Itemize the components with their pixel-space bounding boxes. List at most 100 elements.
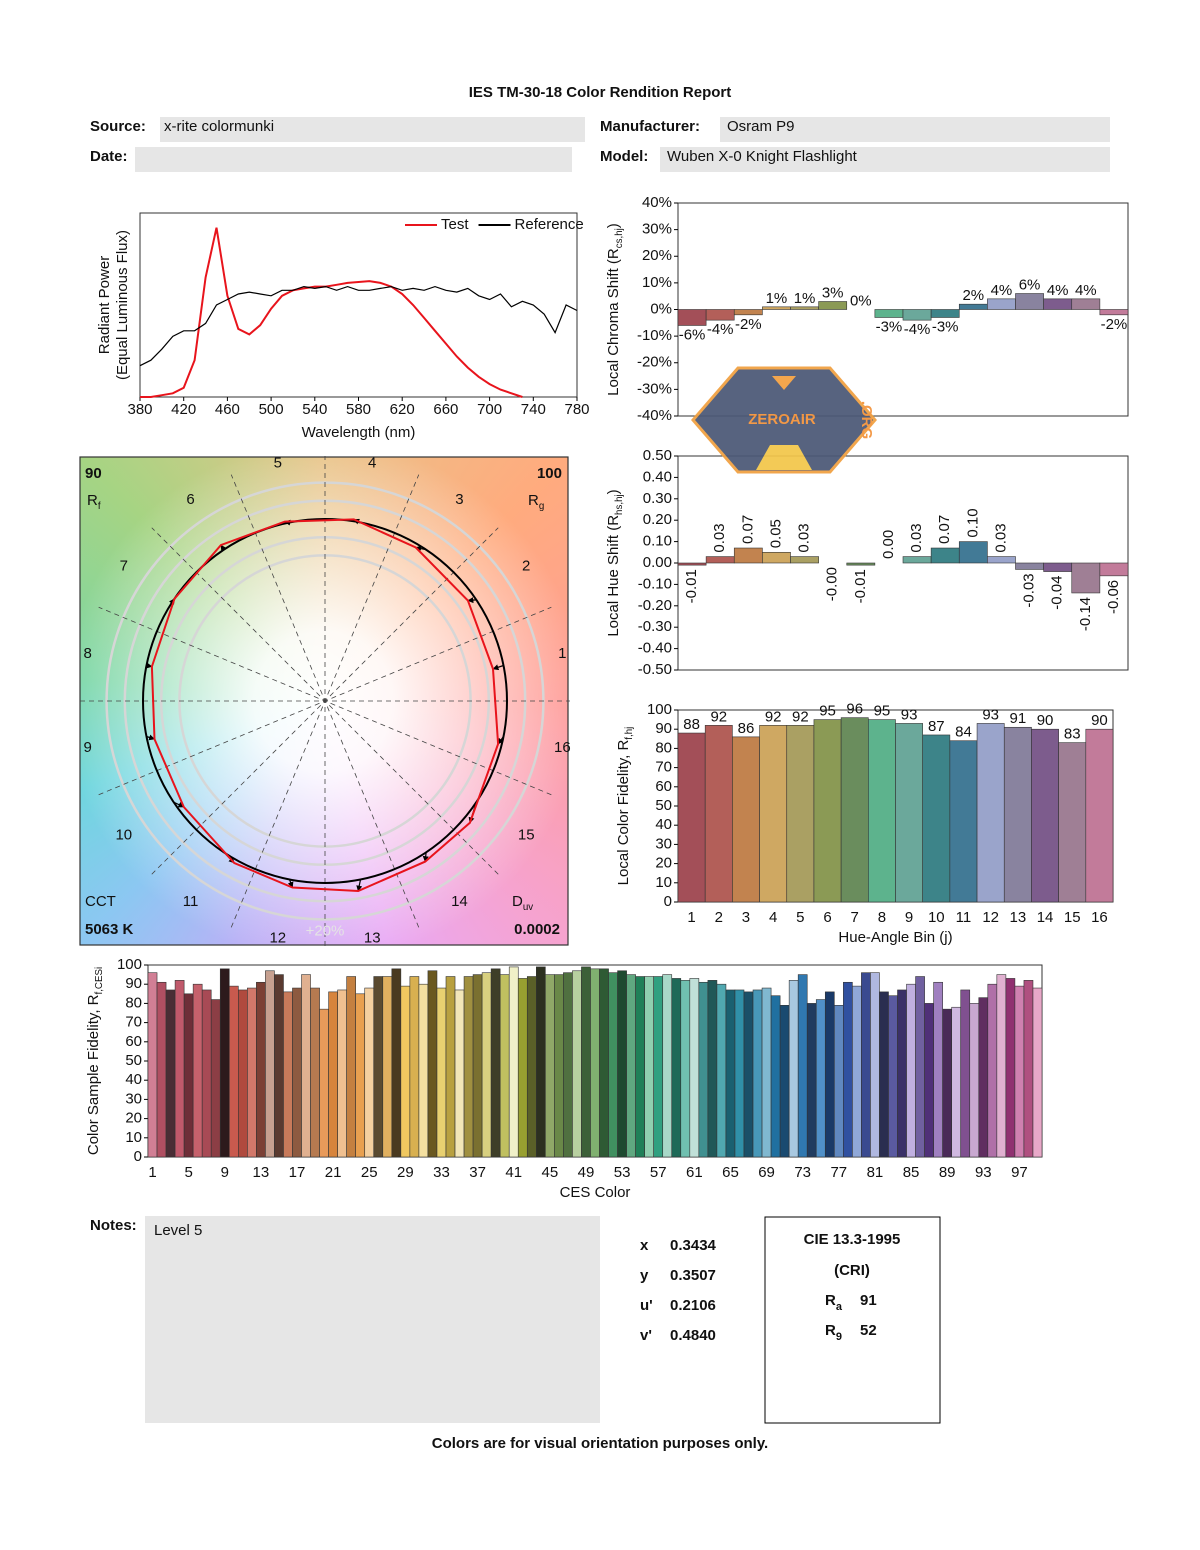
value-label: 0.03 xyxy=(711,523,728,552)
field-value: Osram P9 xyxy=(727,118,795,135)
y-axis-label-part: Local Chroma Shift (R xyxy=(605,248,622,396)
footer: Colors are for visual orientation purpos… xyxy=(432,1435,768,1452)
field-value: Wuben X-0 Knight Flashlight xyxy=(667,148,858,165)
bar xyxy=(824,991,835,1158)
cct-value: 5063 K xyxy=(85,921,134,938)
value-label: -0.00 xyxy=(824,567,841,601)
shift-arrow xyxy=(356,879,363,892)
value-label: 92 xyxy=(710,708,727,725)
x-tick-label: 57 xyxy=(650,1164,667,1181)
bar xyxy=(1071,298,1101,310)
cri-ra-label: Ra xyxy=(825,1292,843,1313)
x-tick-label: 2 xyxy=(715,909,723,926)
y-axis-label-part: Radiant Power xyxy=(96,256,113,354)
bar xyxy=(165,989,176,1158)
x-tick-label: 6 xyxy=(823,909,831,926)
shift-arrow xyxy=(287,879,294,889)
bin-label: 8 xyxy=(83,645,91,662)
watermark-icon xyxy=(772,376,796,390)
cri-title: CIE 13.3-1995 xyxy=(804,1231,901,1248)
bar xyxy=(759,725,788,903)
x-tick-label: 5 xyxy=(796,909,804,926)
bar xyxy=(409,976,420,1158)
y-tick-label: -10% xyxy=(637,327,672,344)
bar xyxy=(247,987,257,1158)
bar xyxy=(677,309,707,326)
bar xyxy=(536,966,546,1158)
value-label: -4% xyxy=(707,321,734,338)
value-label: -2% xyxy=(1101,316,1128,333)
y-tick-label: -0.30 xyxy=(638,618,672,635)
bar xyxy=(942,1008,952,1158)
bin-label: 13 xyxy=(364,929,381,946)
bar xyxy=(436,987,447,1158)
notes-text: Level 5 xyxy=(154,1222,202,1239)
bar xyxy=(156,981,167,1158)
bar xyxy=(987,983,998,1158)
bar xyxy=(949,740,978,903)
value-label: 2% xyxy=(962,287,984,304)
bar xyxy=(1085,728,1114,903)
y-tick-label: 40% xyxy=(642,194,672,211)
bar xyxy=(192,983,203,1158)
x-tick-label: 1 xyxy=(687,909,695,926)
bar xyxy=(210,999,221,1158)
bar xyxy=(734,989,745,1158)
y-tick-label: -0.40 xyxy=(638,640,672,657)
y-tick-label: 80 xyxy=(125,994,142,1011)
bar xyxy=(1043,562,1073,572)
ring-label: +20% xyxy=(306,922,345,939)
test-polygon xyxy=(150,518,500,893)
x-tick-label: 15 xyxy=(1064,909,1081,926)
bar xyxy=(174,980,185,1158)
bar xyxy=(1005,978,1016,1158)
duv-value-part: 0.0002 xyxy=(514,921,560,938)
bar xyxy=(818,301,848,310)
value-label: 92 xyxy=(792,708,809,725)
x-tick-label: 1 xyxy=(148,1164,156,1181)
rf-value: 90 xyxy=(85,465,102,482)
bar xyxy=(852,985,862,1158)
bar xyxy=(626,974,636,1158)
bar xyxy=(733,309,763,316)
bar xyxy=(716,983,727,1158)
cri-box xyxy=(764,1216,941,1424)
colorimetry-label: u' xyxy=(640,1297,653,1314)
bar xyxy=(355,993,366,1158)
y-tick-label: 0.20 xyxy=(643,511,672,528)
value-label: -6% xyxy=(679,326,706,343)
bar xyxy=(790,306,819,310)
bar xyxy=(274,974,284,1158)
value-label: 0.03 xyxy=(992,523,1009,552)
value-label: 1% xyxy=(794,290,816,307)
value-label: 86 xyxy=(738,720,755,737)
x-tick-label: 69 xyxy=(758,1164,775,1181)
bar xyxy=(328,991,338,1158)
x-tick-label: 620 xyxy=(390,401,415,418)
rg-label: Rg xyxy=(528,492,544,512)
y-axis-label: Local Chroma Shift (Rcs,hj) xyxy=(605,223,625,396)
x-tick-label: 73 xyxy=(794,1164,811,1181)
shift-arrow xyxy=(492,664,504,671)
x-tick-label: 500 xyxy=(259,401,284,418)
colorimetry-value: 0.4840 xyxy=(670,1327,716,1344)
y-axis-label-part: ) xyxy=(605,489,622,494)
bar xyxy=(310,987,320,1158)
bar xyxy=(183,993,194,1158)
y-axis-label: Radiant Power xyxy=(96,256,113,354)
bar xyxy=(635,976,645,1158)
cri-ra: 91 xyxy=(860,1292,877,1309)
x-tick-label: 660 xyxy=(433,401,458,418)
y-tick-label: -40% xyxy=(637,407,672,424)
value-label: 83 xyxy=(1064,726,1081,743)
value-label: 0.03 xyxy=(796,523,813,552)
cri-subtitle: (CRI) xyxy=(834,1262,870,1279)
value-label: 0% xyxy=(850,292,872,309)
bar xyxy=(902,556,932,564)
value-label: -0.14 xyxy=(1077,597,1094,631)
field-box xyxy=(720,117,1110,142)
duv-label-part: D xyxy=(512,893,523,910)
bar xyxy=(897,989,907,1158)
bar xyxy=(779,1005,790,1158)
x-tick-label: 85 xyxy=(903,1164,920,1181)
